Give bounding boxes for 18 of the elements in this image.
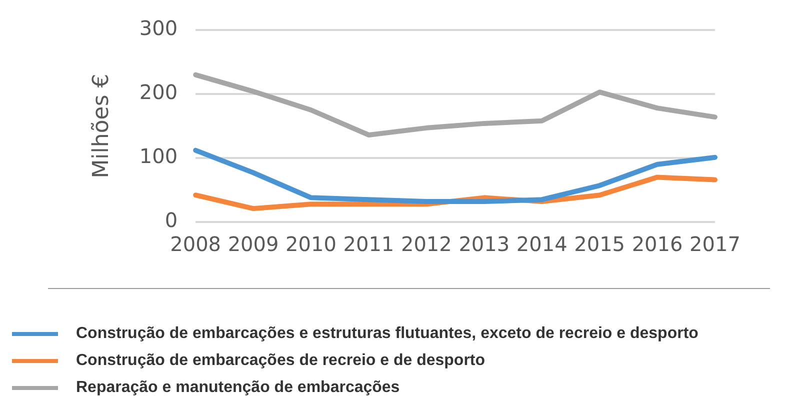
x-tick-label: 2014 — [516, 232, 568, 256]
y-tick-label: 200 — [139, 80, 178, 104]
y-axis-title: Milhões € — [88, 74, 114, 178]
y-tick-label: 0 — [164, 208, 178, 232]
y-tick-label: 300 — [139, 16, 178, 40]
x-tick-label: 2011 — [343, 232, 394, 256]
y-tick-label: 100 — [139, 144, 178, 168]
x-tick-label: 2012 — [400, 232, 452, 256]
x-tick-label: 2013 — [458, 232, 510, 256]
x-tick-label: 2010 — [286, 232, 336, 256]
x-tick-label: 2015 — [574, 232, 626, 256]
x-tick-label: 2009 — [228, 232, 279, 256]
x-tick-label: 2017 — [690, 232, 740, 256]
x-tick-label: 2016 — [632, 232, 683, 256]
legend-label: Construção de embarcações e estruturas flutuantes, exceto de recreio e desporto — [76, 324, 698, 342]
x-tick-label: 2008 — [170, 232, 222, 256]
legend-label: Reparação e manutenção de embarcações — [76, 378, 400, 396]
legend-label: Construção de embarcações de recreio e de desporto — [76, 352, 486, 370]
